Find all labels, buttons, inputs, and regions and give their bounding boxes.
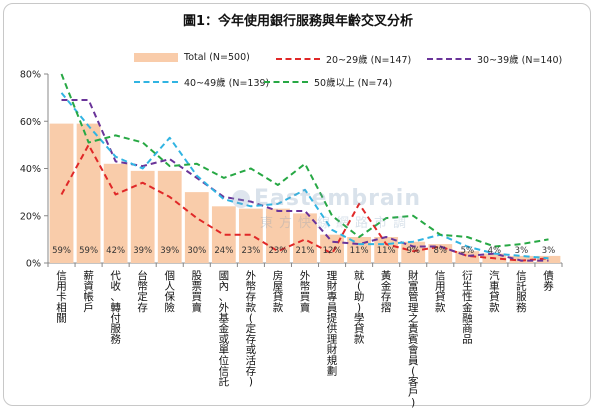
chart-title: 圖1：今年使用銀行服務與年齡交叉分析 — [182, 14, 414, 29]
bar — [211, 206, 236, 263]
bar-data-label: 59% — [52, 246, 71, 256]
bar-data-label: 8% — [434, 246, 448, 256]
bar-data-label: 4% — [488, 246, 502, 256]
bar — [76, 123, 101, 263]
x-tick-label: 股票買賣 — [192, 270, 203, 314]
x-tick-label: 就(助)學貸款 — [354, 269, 365, 346]
legend-item-30-39: 30~39歲 (N=140) — [427, 52, 562, 66]
x-tick-label: 汽車貸款 — [489, 269, 500, 314]
x-tick-label: 外幣買賣 — [300, 270, 311, 314]
legend-item-40-49: 40~49歲 (N=139) — [134, 75, 269, 89]
x-tick-label: 債券 — [543, 269, 554, 293]
bar — [157, 170, 182, 263]
x-tick-label: 衍生性金融商品 — [462, 269, 473, 346]
x-tick-label: 信用卡相關 — [56, 270, 67, 324]
y-tick-label: 60% — [20, 117, 41, 128]
y-tick-label: 0% — [26, 259, 41, 270]
bar-data-label: 12% — [323, 246, 342, 256]
x-tick-label: 信用貸款 — [435, 270, 446, 314]
legend-swatch-20-29 — [276, 58, 320, 60]
x-tick-label: 代收、轉付服務 — [110, 270, 121, 346]
bar — [103, 163, 128, 263]
legend-item-total: Total (N=500) — [134, 52, 250, 63]
series-line — [60, 92, 549, 260]
x-tick-label: 房屋貸款 — [273, 269, 284, 314]
bar-data-label: 23% — [268, 246, 287, 256]
bar — [293, 213, 317, 263]
bar-data-label: 3% — [515, 246, 529, 256]
bar-data-label: 9% — [406, 246, 420, 256]
y-tick-label: 20% — [20, 211, 41, 222]
x-tick-label: 黃金存摺 — [381, 269, 392, 314]
bar-data-label: 24% — [214, 246, 233, 256]
bar-data-label: 59% — [79, 246, 98, 256]
y-tick-label: 80% — [20, 70, 41, 81]
bar-data-label: 42% — [106, 246, 125, 256]
x-tick-label: 理財專員提供理財規劃 — [327, 270, 338, 377]
bar — [184, 192, 209, 263]
bar — [130, 170, 155, 263]
bar-data-label: 21% — [296, 246, 315, 256]
legend-label-50-plus: 50歲以上 (N=74) — [314, 78, 393, 89]
bar — [509, 255, 534, 263]
bar-data-label: 39% — [133, 246, 152, 256]
chart-frame — [3, 3, 591, 406]
series-line — [60, 73, 549, 248]
bar — [455, 251, 480, 263]
bar-data-label: 3% — [542, 246, 556, 256]
y-tick-label: 40% — [20, 164, 41, 175]
legend-swatch-50-plus — [264, 81, 308, 83]
bar-data-label: 11% — [377, 246, 396, 256]
series-line — [60, 143, 549, 262]
x-tick-label: 國內、外基金或單位信託 — [219, 270, 230, 388]
x-tick-label: 台幣定存 — [137, 269, 148, 314]
bar-data-label: 11% — [350, 246, 369, 256]
series-line — [61, 99, 549, 262]
bar-data-label: 23% — [241, 246, 260, 256]
x-tick-label: 外幣存款(定存或活存) — [246, 270, 257, 388]
bar — [401, 241, 426, 263]
chart-legend: Total (N=500) 20~29歲 (N=147) 30~39歲 (N=1… — [0, 0, 596, 100]
bar — [238, 208, 263, 263]
legend-label-total: Total (N=500) — [184, 52, 250, 63]
bar-data-label: 5% — [461, 246, 475, 256]
x-tick-label: 信託服務 — [516, 270, 527, 314]
x-tick-label: 薪資帳戶 — [83, 270, 94, 314]
legend-label-40-49: 40~49歲 (N=139) — [184, 78, 270, 89]
bar-data-label: 39% — [160, 246, 179, 256]
bar — [536, 255, 561, 263]
legend-item-20-29: 20~29歲 (N=147) — [276, 52, 411, 66]
legend-swatch-30-39 — [427, 58, 471, 60]
legend-label-20-29: 20~29歲 (N=147) — [326, 55, 412, 66]
legend-item-50-plus: 50歲以上 (N=74) — [264, 75, 392, 89]
legend-swatch-40-49 — [134, 81, 178, 83]
x-tick-label: 個人保險 — [164, 269, 175, 314]
legend-swatch-total — [134, 53, 178, 62]
bar-data-label: 30% — [187, 246, 206, 256]
legend-label-30-39: 30~39歲 (N=140) — [477, 55, 563, 66]
x-tick-label: 財富管理之貴賓會員(客戶) — [408, 269, 419, 409]
